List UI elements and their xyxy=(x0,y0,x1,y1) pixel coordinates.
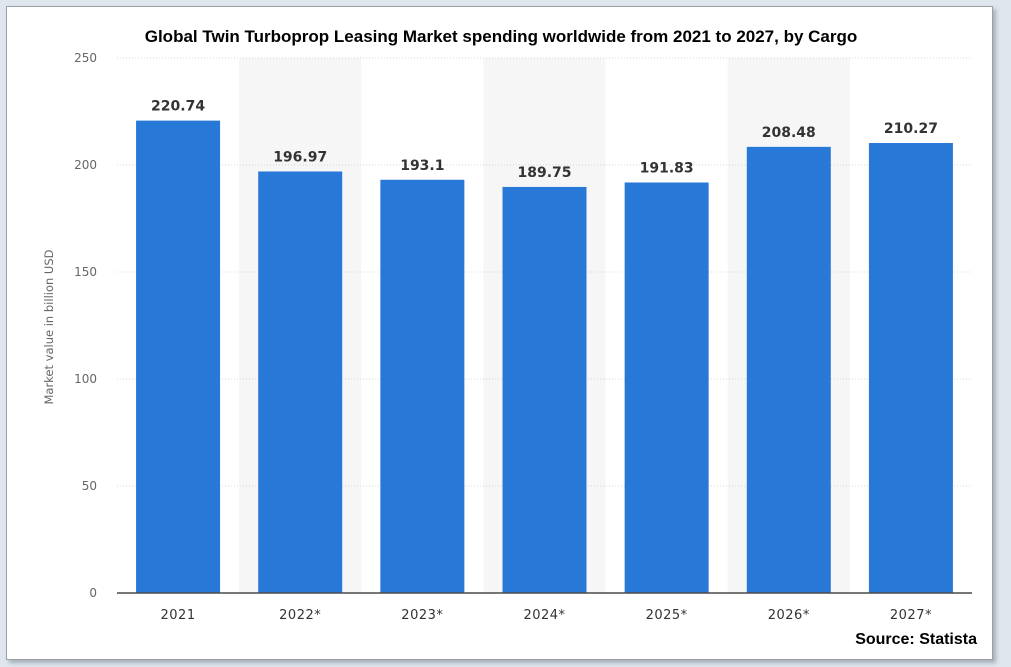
x-tick-label: 2024* xyxy=(523,608,565,623)
bar xyxy=(380,179,465,594)
x-tick-label: 2022* xyxy=(279,608,321,623)
x-tick-label: 2021 xyxy=(161,608,196,623)
y-tick-label: 200 xyxy=(74,158,97,172)
data-label: 193.1 xyxy=(400,158,444,174)
data-label: 196.97 xyxy=(273,149,327,165)
bars xyxy=(136,120,953,594)
y-tick-labels: 0 50 100 150 200 250 xyxy=(74,51,97,600)
data-label: 220.74 xyxy=(151,99,205,115)
data-label: 191.83 xyxy=(640,160,694,176)
data-label: 208.48 xyxy=(762,125,816,141)
x-tick-label: 2026* xyxy=(768,608,810,623)
y-tick-label: 150 xyxy=(74,265,97,279)
bar xyxy=(136,120,221,594)
data-label: 210.27 xyxy=(884,121,938,137)
chart-frame: 0 50 100 150 200 250 2021 2022* 2023* 2024* 2025*… xyxy=(6,6,993,660)
y-tick-label: 0 xyxy=(89,586,97,600)
y-tick-label: 50 xyxy=(82,479,97,493)
bar xyxy=(258,171,343,594)
bar xyxy=(868,143,953,593)
y-tick-label: 250 xyxy=(74,51,97,65)
chart-title: Global Twin Turboprop Leasing Market spe… xyxy=(145,27,858,46)
source-label: Source: Statista xyxy=(855,631,977,648)
bar xyxy=(746,146,831,594)
x-tick-label: 2025* xyxy=(646,608,688,623)
bar xyxy=(624,182,709,593)
x-tick-labels: 2021 2022* 2023* 2024* 2025* 2026* 2027* xyxy=(161,608,932,623)
data-labels: 220.74 196.97 193.1 189.75 191.83 208.48 210.2… xyxy=(151,99,938,181)
y-tick-label: 100 xyxy=(74,372,97,386)
data-label: 189.75 xyxy=(517,165,571,181)
bar xyxy=(502,186,587,593)
y-axis-label: Market value in billion USD xyxy=(42,249,56,404)
x-tick-label: 2027* xyxy=(890,608,932,623)
bar-chart: 0 50 100 150 200 250 2021 2022* 2023* 2024* 2025*… xyxy=(42,27,977,648)
x-tick-label: 2023* xyxy=(401,608,443,623)
